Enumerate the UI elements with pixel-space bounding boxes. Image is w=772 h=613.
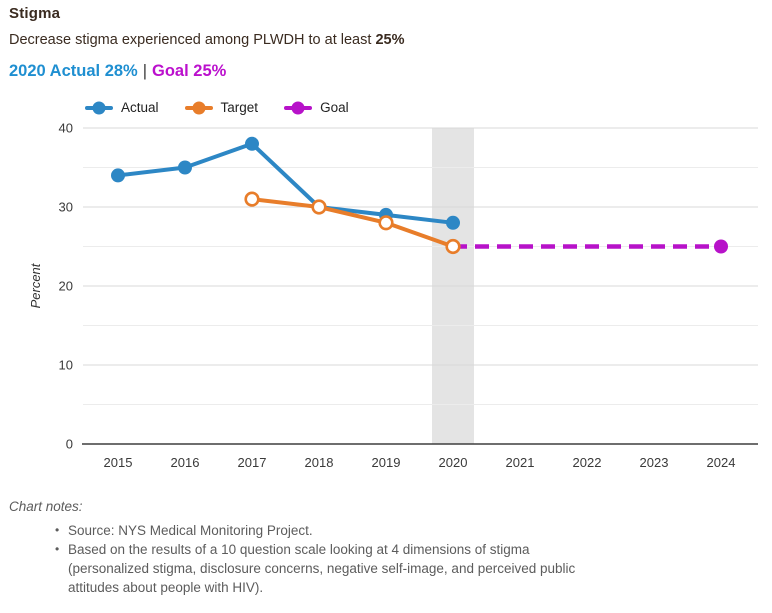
chart-note: Source: NYS Medical Monitoring Project.	[55, 521, 585, 540]
chart-header: Stigma Decrease stigma experienced among…	[9, 5, 404, 81]
series-line-actual	[116, 141, 455, 225]
series-line-target	[250, 197, 455, 249]
point-target-2017[interactable]	[244, 191, 260, 207]
chart-svg: 0 10 20 30 40 2015 2016 2017 2018 2019 2020 2021 202…	[28, 121, 758, 470]
chart-note: Based on the results of a 10 question sc…	[55, 540, 585, 597]
x-tick-label: 2021	[506, 455, 535, 470]
point-actual-2017[interactable]	[245, 136, 259, 151]
y-tick-label: 10	[59, 358, 73, 373]
x-tick-label: 2017	[238, 455, 267, 470]
point-target-2019[interactable]	[378, 215, 394, 231]
legend-item-actual[interactable]: Actual	[85, 100, 159, 115]
status-line: 2020 Actual 28% | Goal 25%	[9, 62, 404, 81]
x-tick-label: 2024	[707, 455, 736, 470]
y-tick-label: 30	[59, 200, 73, 215]
status-actual: 2020 Actual 28%	[9, 62, 138, 80]
page-title: Stigma	[9, 5, 61, 22]
y-axis-title: Percent	[28, 262, 43, 308]
legend-label: Actual	[121, 100, 159, 115]
point-actual-2015[interactable]	[111, 168, 125, 183]
y-tick-label: 40	[59, 121, 73, 136]
status-goal: Goal 25%	[152, 62, 227, 80]
x-tick-label: 2015	[104, 455, 133, 470]
legend-marker-icon	[184, 101, 213, 114]
point-target-2018[interactable]	[311, 199, 327, 215]
chart-notes: Chart notes: Source: NYS Medical Monitor…	[9, 499, 585, 597]
subtitle-goal-value: 25%	[375, 32, 405, 48]
legend-marker-icon	[284, 101, 313, 114]
x-tick-label: 2018	[305, 455, 334, 470]
y-tick-label: 0	[66, 437, 73, 452]
page-subtitle: Decrease stigma experienced among PLWDH …	[9, 32, 404, 48]
point-goal-2024[interactable]	[714, 239, 728, 254]
point-actual-2020[interactable]	[446, 215, 460, 230]
chart-notes-heading: Chart notes:	[9, 499, 83, 514]
subtitle-text: Decrease stigma experienced among PLWDH …	[9, 32, 376, 48]
status-separator: |	[142, 62, 148, 80]
x-tick-label: 2016	[171, 455, 200, 470]
x-tick-label: 2020	[439, 455, 468, 470]
legend-marker-icon	[85, 101, 113, 114]
legend-item-target[interactable]: Target	[184, 100, 259, 115]
point-actual-2016[interactable]	[178, 160, 192, 175]
legend-label: Target	[220, 100, 259, 115]
x-tick-label: 2019	[372, 455, 401, 470]
x-tick-label: 2022	[573, 455, 602, 470]
chart-legend: Actual Target Goal	[85, 100, 349, 115]
chart-notes-list: Source: NYS Medical Monitoring Project.B…	[9, 521, 585, 597]
x-tick-label: 2023	[640, 455, 669, 470]
point-target-2020[interactable]	[445, 238, 461, 255]
y-tick-label: 20	[59, 279, 73, 294]
legend-item-goal[interactable]: Goal	[284, 100, 349, 115]
legend-label: Goal	[320, 100, 349, 115]
